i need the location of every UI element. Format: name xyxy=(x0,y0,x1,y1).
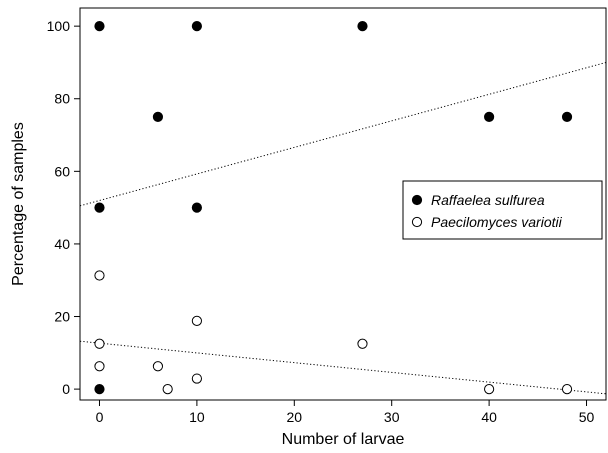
filled-data-point xyxy=(94,21,105,32)
filled-data-point xyxy=(357,21,368,32)
y-tick-label: 40 xyxy=(54,236,70,252)
x-tick-label: 30 xyxy=(384,409,400,425)
open-data-point xyxy=(484,384,495,395)
legend-marker-raffaelea-sulfurea xyxy=(411,194,423,206)
legend-box xyxy=(402,180,603,240)
x-tick-label: 0 xyxy=(96,409,104,425)
y-tick-label: 20 xyxy=(54,309,70,325)
open-data-point xyxy=(191,315,202,326)
x-tick-label: 10 xyxy=(189,409,205,425)
legend: Raffaelea sulfurea Paecilomyces variotii xyxy=(402,180,603,240)
data-points xyxy=(94,21,573,395)
x-tick-label: 20 xyxy=(287,409,303,425)
open-data-point xyxy=(94,338,105,349)
x-tick-label: 50 xyxy=(579,409,595,425)
y-axis-title: Percentage of samples xyxy=(10,122,27,286)
open-data-point xyxy=(94,270,105,281)
x-axis-ticks: 0 10 20 30 40 50 xyxy=(96,400,595,425)
x-axis-title: Number of larvae xyxy=(282,431,405,448)
legend-marker-paecilomyces-variotii xyxy=(411,216,423,228)
plot-frame xyxy=(79,7,607,401)
legend-label-raffaelea-sulfurea: Raffaelea sulfurea xyxy=(431,192,545,208)
filled-data-point xyxy=(484,111,495,122)
filled-data-point xyxy=(94,202,105,213)
y-tick-label: 100 xyxy=(47,18,71,34)
trendlines xyxy=(79,61,607,395)
open-data-point xyxy=(94,361,105,372)
filled-data-point xyxy=(94,384,105,395)
trendline-series-0 xyxy=(79,61,607,207)
y-tick-label: 60 xyxy=(54,163,70,179)
filled-data-point xyxy=(191,202,202,213)
open-data-point xyxy=(152,361,164,372)
open-data-point xyxy=(357,338,368,349)
open-data-point xyxy=(191,373,202,384)
filled-data-point xyxy=(152,111,164,122)
filled-data-point xyxy=(191,21,202,32)
y-tick-label: 80 xyxy=(54,91,70,107)
y-tick-label: 0 xyxy=(62,381,70,397)
x-tick-label: 40 xyxy=(481,409,497,425)
filled-data-point xyxy=(561,111,573,122)
legend-label-paecilomyces-variotii: Paecilomyces variotii xyxy=(431,214,563,230)
open-data-point xyxy=(162,384,173,395)
y-axis-ticks: 0 20 40 60 80 100 xyxy=(47,18,80,397)
open-data-point xyxy=(561,384,573,395)
